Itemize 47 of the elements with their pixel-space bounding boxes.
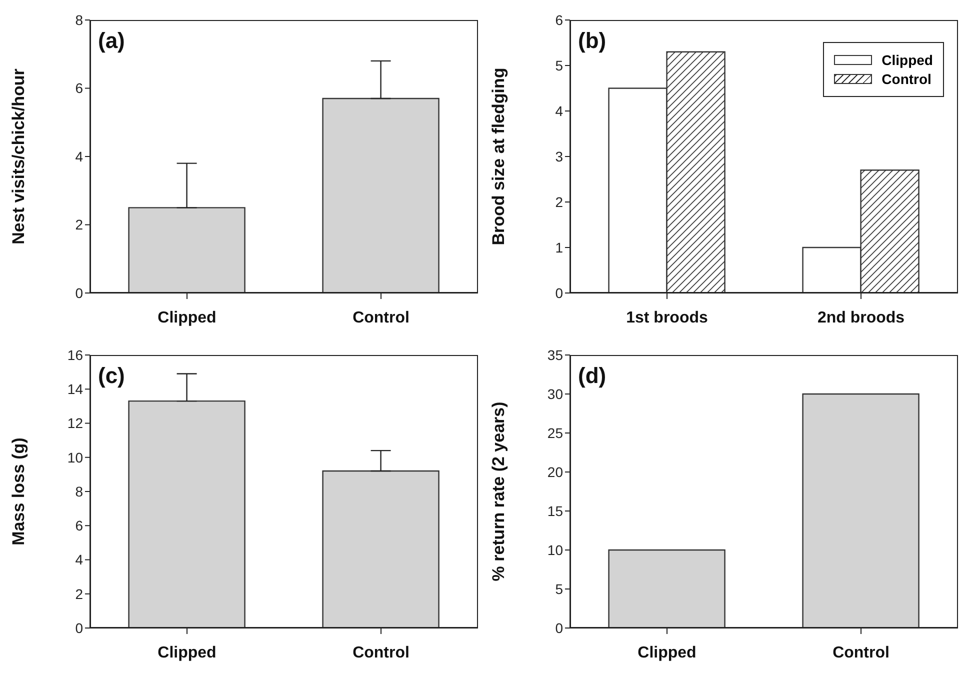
y-tick-label: 5	[555, 580, 564, 597]
y-tick-label: 6	[555, 12, 564, 28]
y-axis-title: Nest visits/chick/hour	[9, 68, 28, 244]
y-tick-label: 0	[555, 284, 564, 301]
x-tick-label: Clipped	[158, 309, 216, 326]
annotation: (b)	[578, 28, 606, 54]
x-tick-label: 1st broods	[626, 309, 708, 326]
y-axis-title: Brood size at fledging	[489, 68, 508, 246]
y-tick-label: 10	[67, 449, 84, 466]
y-tick-label: 6	[75, 518, 84, 534]
y-tick-label: 2	[75, 216, 84, 233]
y-tick-label: 35	[547, 346, 564, 363]
y-tick-label: 25	[547, 424, 564, 441]
y-tick-label: 8	[75, 483, 84, 500]
y-axis-title: Mass loss (g)	[9, 438, 28, 546]
y-tick-label: 4	[75, 148, 84, 164]
x-tick-label: 2nd broods	[817, 309, 905, 326]
legend-label: Control	[882, 71, 932, 87]
y-tick-label: 2	[75, 586, 84, 602]
y-tick-label: 10	[547, 542, 564, 558]
x-tick-label: Control	[352, 644, 410, 662]
y-tick-label: 14	[67, 381, 84, 398]
y-tick-label: 12	[67, 415, 84, 432]
y-tick-label: 1	[555, 239, 564, 256]
y-tick-label: 0	[75, 284, 84, 301]
x-tick-label: Control	[832, 644, 890, 662]
y-tick-label: 6	[75, 80, 84, 96]
y-tick-label: 4	[75, 552, 84, 568]
y-tick-label: 0	[555, 620, 564, 636]
x-tick-label: Control	[352, 309, 410, 326]
annotation: (c)	[98, 363, 125, 389]
y-tick-label: 8	[75, 12, 84, 28]
y-tick-label: 30	[547, 386, 564, 402]
annotation: (a)	[98, 28, 125, 54]
y-tick-label: 4	[555, 102, 564, 119]
y-tick-label: 3	[555, 148, 564, 164]
legend-label: Clipped	[882, 52, 933, 68]
y-tick-label: 15	[547, 502, 564, 519]
y-tick-label: 16	[67, 346, 84, 363]
y-tick-label: 0	[75, 620, 84, 636]
x-tick-label: Clipped	[158, 644, 216, 662]
annotation: (d)	[578, 363, 606, 389]
y-tick-label: 2	[555, 194, 564, 210]
y-axis-title: % return rate (2 years)	[489, 402, 508, 582]
y-tick-label: 5	[555, 57, 564, 74]
x-tick-label: Clipped	[638, 644, 696, 662]
y-tick-label: 20	[547, 464, 564, 480]
